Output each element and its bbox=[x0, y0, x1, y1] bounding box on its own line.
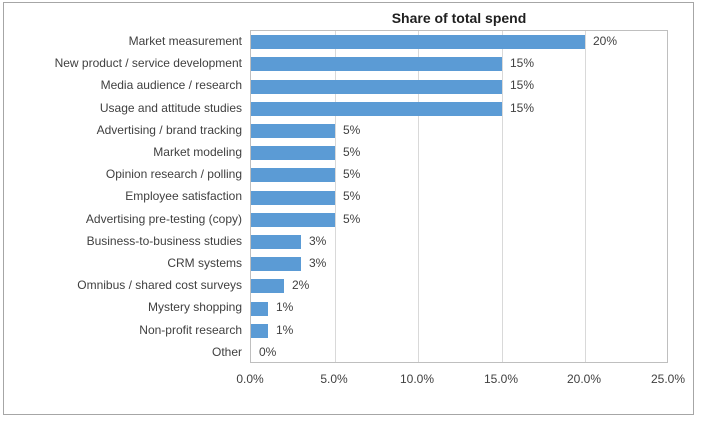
bar bbox=[251, 102, 502, 116]
category-label: Business-to-business studies bbox=[86, 233, 242, 248]
bar bbox=[251, 191, 335, 205]
category-label: Mystery shopping bbox=[147, 300, 242, 315]
category-label: Non-profit research bbox=[139, 322, 242, 337]
bar bbox=[251, 235, 301, 249]
value-label: 15% bbox=[510, 56, 535, 71]
category-label: Advertising pre-testing (copy) bbox=[85, 211, 242, 226]
value-label: 5% bbox=[343, 122, 361, 137]
value-label: 3% bbox=[309, 256, 327, 270]
x-tick-label: 15.0% bbox=[483, 372, 519, 386]
x-tick-label: 5.0% bbox=[320, 372, 348, 386]
bar bbox=[251, 35, 585, 49]
category-label: Usage and attitude studies bbox=[99, 100, 242, 115]
bar bbox=[251, 168, 335, 182]
category-label: Employee satisfaction bbox=[125, 189, 242, 204]
value-label: 20% bbox=[593, 34, 618, 48]
gridline bbox=[585, 31, 586, 362]
category-label: New product / service development bbox=[54, 56, 242, 71]
category-label: Omnibus / shared cost surveys bbox=[77, 278, 242, 293]
category-label: Market modeling bbox=[153, 145, 242, 159]
value-label: 5% bbox=[343, 167, 361, 182]
bar bbox=[251, 213, 335, 227]
x-tick-label: 25.0% bbox=[650, 372, 686, 386]
bar bbox=[251, 324, 268, 338]
category-label: Opinion research / polling bbox=[105, 167, 242, 182]
category-label: Media audience / research bbox=[100, 78, 242, 93]
bar bbox=[251, 279, 284, 293]
value-label: 0% bbox=[259, 344, 277, 359]
x-tick-label: 20.0% bbox=[566, 372, 602, 386]
gridline bbox=[418, 31, 419, 362]
value-label: 3% bbox=[309, 233, 327, 248]
value-label: 1% bbox=[276, 300, 294, 315]
value-label: 15% bbox=[510, 78, 535, 93]
bar bbox=[251, 146, 335, 160]
x-tick-label: 0.0% bbox=[236, 372, 264, 386]
bar bbox=[251, 80, 502, 94]
bar bbox=[251, 257, 301, 271]
bar bbox=[251, 124, 335, 138]
gridline bbox=[502, 31, 503, 362]
value-label: 1% bbox=[276, 322, 294, 337]
category-label: Market measurement bbox=[128, 34, 242, 48]
value-label: 15% bbox=[510, 100, 535, 115]
value-label: 5% bbox=[343, 211, 361, 226]
chart-title: Share of total spend bbox=[391, 10, 527, 26]
category-label: Advertising / brand tracking bbox=[96, 122, 242, 137]
category-label: Other bbox=[211, 344, 242, 359]
value-label: 2% bbox=[292, 278, 310, 293]
bar bbox=[251, 302, 268, 316]
bar bbox=[251, 57, 502, 71]
value-label: 5% bbox=[343, 189, 361, 204]
gridline bbox=[335, 31, 336, 362]
value-label: 5% bbox=[343, 145, 361, 159]
category-label: CRM systems bbox=[167, 256, 242, 270]
plot-area bbox=[250, 30, 668, 363]
x-tick-label: 10.0% bbox=[399, 372, 435, 386]
